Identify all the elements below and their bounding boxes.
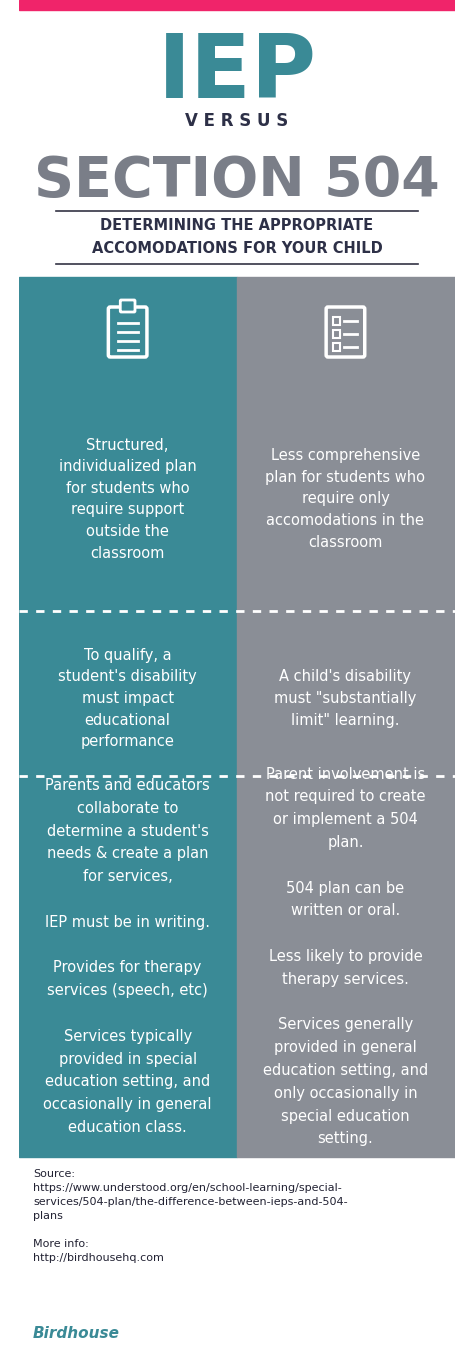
Text: Parents and educators
collaborate to
determine a student's
needs & create a plan: Parents and educators collaborate to det… <box>44 778 212 1135</box>
Text: V E R S U S: V E R S U S <box>185 112 289 130</box>
Text: A child's disability
must "substantially
limit" learning.: A child's disability must "substantially… <box>274 669 417 727</box>
Bar <box>19 277 237 1157</box>
Bar <box>19 0 455 10</box>
Text: Birdhouse: Birdhouse <box>33 1327 120 1342</box>
Text: IEP: IEP <box>157 30 317 118</box>
Bar <box>237 277 455 1157</box>
Text: SECTION 504: SECTION 504 <box>34 153 440 208</box>
Text: To qualify, a
student's disability
must impact
educational
performance: To qualify, a student's disability must … <box>58 648 197 749</box>
Text: Less comprehensive
plan for students who
require only
accomodations in the
class: Less comprehensive plan for students who… <box>265 448 426 550</box>
Bar <box>333 318 340 324</box>
Bar <box>333 330 340 338</box>
Bar <box>333 344 340 350</box>
Text: Source:
https://www.understood.org/en/school-learning/special-
services/504-plan: Source: https://www.understood.org/en/sc… <box>33 1169 347 1264</box>
FancyBboxPatch shape <box>120 300 135 312</box>
Text: DETERMINING THE APPROPRIATE
ACCOMODATIONS FOR YOUR CHILD: DETERMINING THE APPROPRIATE ACCOMODATION… <box>91 219 383 256</box>
Text: Parent involvement is
not required to create
or implement a 504
plan.

504 plan : Parent involvement is not required to cr… <box>263 767 428 1146</box>
Text: Structured,
individualized plan
for students who
require support
outside the
cla: Structured, individualized plan for stud… <box>59 438 197 560</box>
